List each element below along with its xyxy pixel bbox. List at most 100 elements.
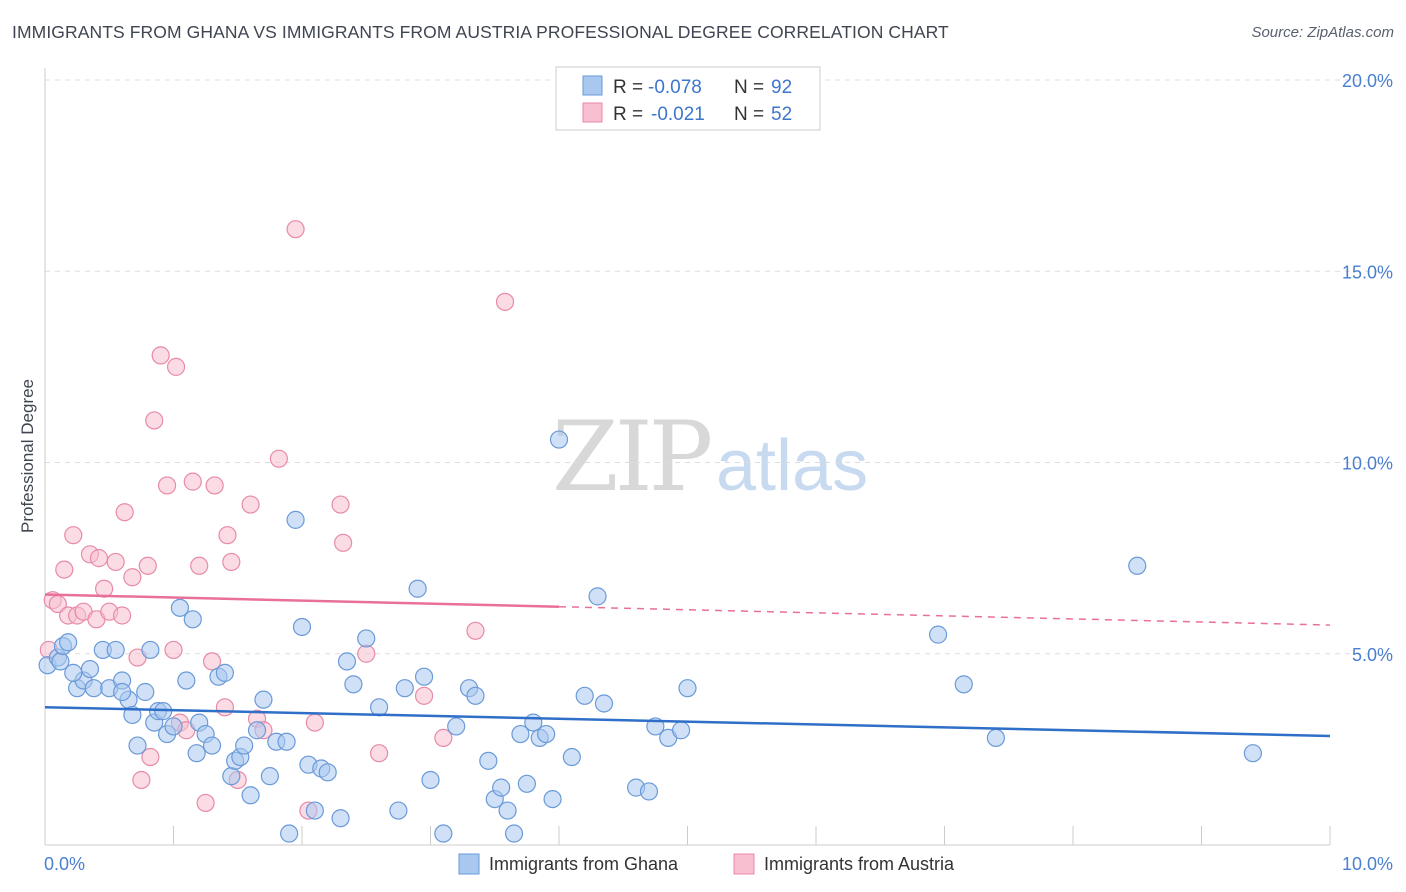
austria-point-44 xyxy=(331,495,350,514)
ghana-point-69 xyxy=(517,774,536,793)
ghana-point-89 xyxy=(1243,744,1263,763)
austria-point-19 xyxy=(138,556,157,575)
x-tick-label-0: 0.0% xyxy=(44,854,85,874)
austria-point-25 xyxy=(166,357,186,376)
austria-point-33 xyxy=(215,698,234,717)
ghana-point-84 xyxy=(678,679,697,698)
y-tick-label-3: 20.0% xyxy=(1342,71,1393,91)
bottom-legend-label-austria: Immigrants from Austria xyxy=(764,854,955,874)
ghana-trend-solid xyxy=(44,706,1331,738)
austria-point-22 xyxy=(151,346,170,365)
ghana-point-38 xyxy=(254,690,273,709)
austria-trend-dashed xyxy=(558,605,1331,626)
austria-point-15 xyxy=(115,503,134,522)
ghana-point-74 xyxy=(549,430,569,449)
austria-point-18 xyxy=(132,770,151,790)
austria-point-3 xyxy=(55,560,74,579)
austria-point-28 xyxy=(183,472,202,491)
ghana-point-77 xyxy=(588,587,607,606)
x-tick-label-1: 10.0% xyxy=(1342,854,1393,874)
ghana-point-85 xyxy=(928,625,948,644)
watermark-atlas: atlas xyxy=(716,426,868,506)
ghana-point-24 xyxy=(177,671,196,690)
ghana-point-76 xyxy=(575,686,594,705)
ghana-point-25 xyxy=(183,610,202,629)
austria-point-11 xyxy=(95,579,114,598)
ghana-point-41 xyxy=(277,732,296,751)
series-legend: Immigrants from Ghana Immigrants from Au… xyxy=(458,853,955,875)
austria-point-40 xyxy=(269,449,288,468)
ghana-point-35 xyxy=(235,736,254,755)
axes xyxy=(44,68,1331,846)
ghana-point-23 xyxy=(170,598,190,617)
y-tick-label-0: 5.0% xyxy=(1352,645,1393,665)
ghana-point-46 xyxy=(305,801,324,820)
ghana-point-60 xyxy=(447,717,466,736)
legend-swatch-austria xyxy=(582,102,603,123)
austria-point-13 xyxy=(106,552,125,572)
austria-point-46 xyxy=(357,644,376,663)
legend-r-value-austria: -0.021 xyxy=(651,104,705,125)
ghana-point-43 xyxy=(286,510,305,529)
ghana-point-88 xyxy=(1128,556,1147,575)
ghana-point-37 xyxy=(247,721,267,740)
ghana-point-22 xyxy=(164,717,183,736)
ghana-point-39 xyxy=(260,767,279,786)
austria-point-47 xyxy=(370,744,389,763)
austria-point-50 xyxy=(466,621,485,640)
watermark-zip: ZIP xyxy=(552,401,711,513)
ghana-point-32 xyxy=(222,767,241,786)
ghana-point-62 xyxy=(466,686,485,705)
ghana-point-48 xyxy=(318,763,337,782)
ghana-point-53 xyxy=(370,698,389,717)
austria-point-24 xyxy=(164,640,183,660)
ghana-point-15 xyxy=(128,736,147,755)
ghana-point-56 xyxy=(408,579,427,598)
austria-point-49 xyxy=(434,728,453,748)
austria-point-23 xyxy=(157,476,177,495)
austria-point-34 xyxy=(218,526,237,545)
tick-labels: 5.0% 10.0% 15.0% 20.0% 0.0% 10.0% xyxy=(44,71,1393,874)
austria-point-10 xyxy=(89,549,109,568)
ghana-point-57 xyxy=(414,667,434,686)
bottom-legend-swatch-ghana xyxy=(458,853,480,875)
austria-trend-solid xyxy=(44,593,560,608)
legend-n-label-austria: N = xyxy=(734,104,764,125)
legend-n-label-ghana: N = xyxy=(734,77,764,98)
ghana-point-14 xyxy=(123,705,142,725)
trend-lines xyxy=(44,593,1331,738)
y-tick-label-1: 10.0% xyxy=(1342,454,1393,474)
legend-n-value-austria: 52 xyxy=(771,104,792,125)
ghana-points xyxy=(38,430,1263,843)
ghana-point-42 xyxy=(280,824,299,843)
ghana-point-51 xyxy=(344,675,363,694)
bottom-legend-swatch-austria xyxy=(733,853,755,875)
ghana-point-72 xyxy=(537,724,556,744)
bottom-legend-label-ghana: Immigrants from Ghana xyxy=(489,854,679,874)
austria-point-5 xyxy=(64,526,83,545)
ghana-point-73 xyxy=(543,789,562,809)
austria-point-37 xyxy=(241,495,260,514)
ghana-point-86 xyxy=(954,675,973,694)
austria-point-43 xyxy=(305,713,324,732)
ghana-point-59 xyxy=(434,824,453,843)
ghana-point-36 xyxy=(241,786,260,805)
austria-point-32 xyxy=(205,476,224,495)
ghana-point-4 xyxy=(59,633,78,652)
legend-r-label-austria: R = xyxy=(613,104,643,125)
legend-n-value-ghana: 92 xyxy=(771,77,792,98)
ghana-point-83 xyxy=(671,721,691,740)
ghana-point-55 xyxy=(395,679,414,698)
legend-swatch-ghana xyxy=(582,75,603,96)
austria-points xyxy=(39,220,515,820)
ghana-point-75 xyxy=(562,747,581,767)
ghana-point-67 xyxy=(504,824,524,843)
ghana-point-87 xyxy=(986,728,1006,748)
ghana-point-54 xyxy=(389,801,408,820)
ghana-point-49 xyxy=(331,809,350,828)
austria-point-21 xyxy=(145,411,164,430)
ghana-point-80 xyxy=(639,782,659,801)
austria-point-16 xyxy=(123,568,142,587)
ghana-point-44 xyxy=(292,617,312,637)
